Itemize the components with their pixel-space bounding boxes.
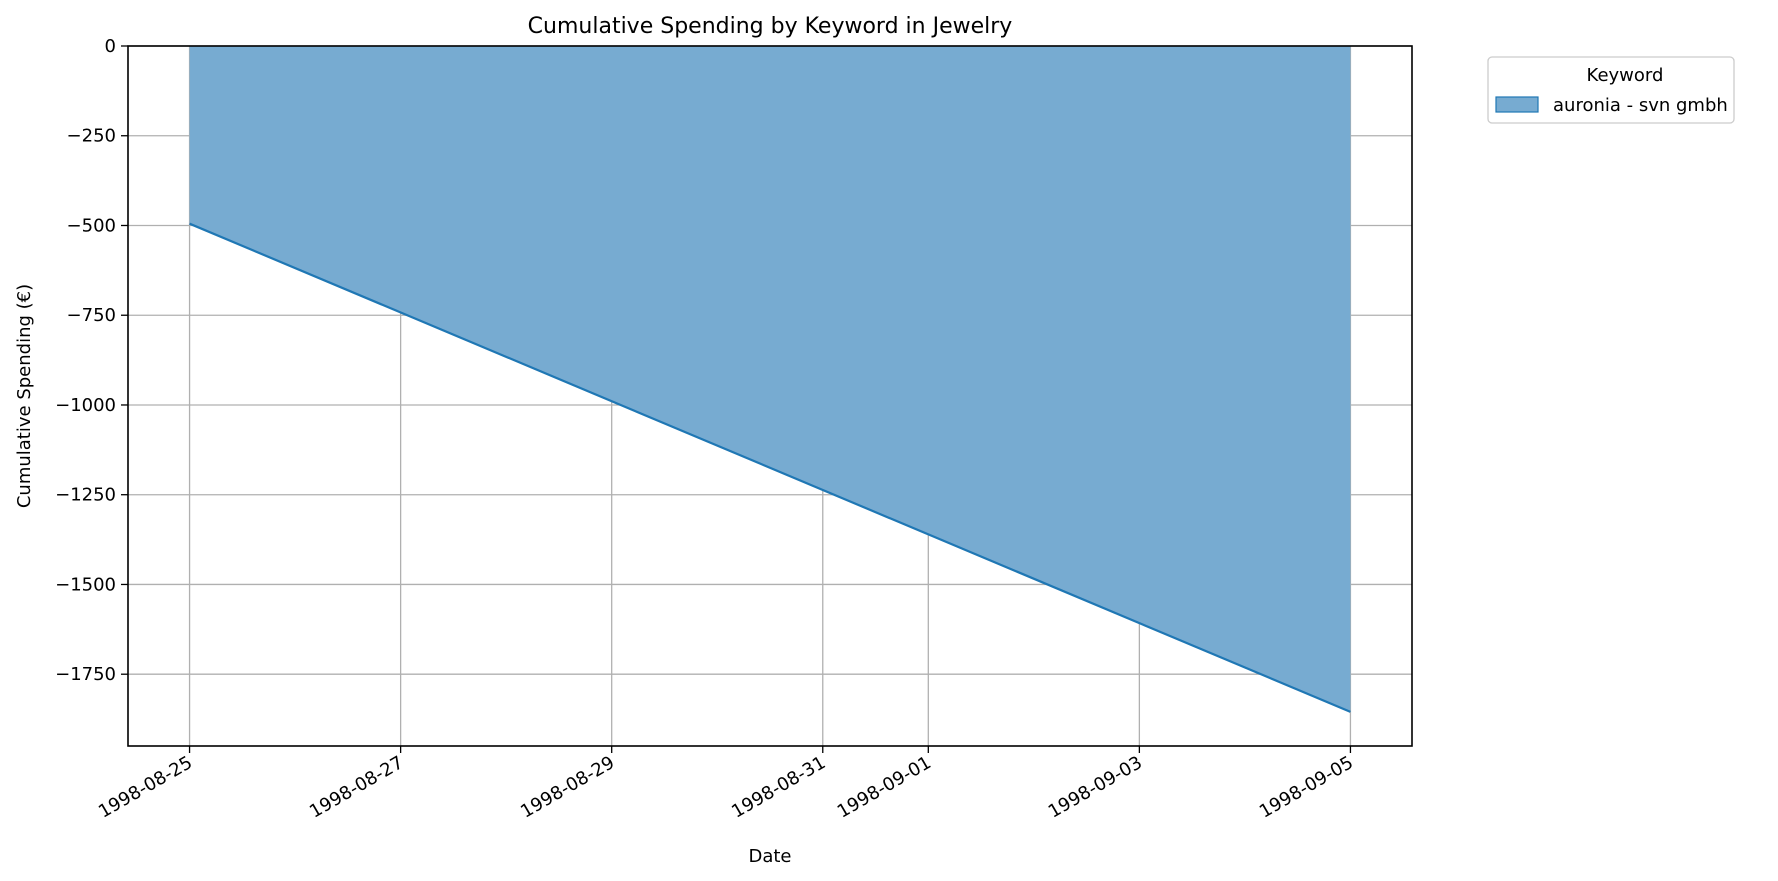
legend: Keyword auronia - svn gmbh — [1487, 56, 1735, 124]
y-axis-label: Cumulative Spending (€) — [14, 284, 35, 508]
legend-title: Keyword — [1587, 65, 1664, 86]
y-tick-label: −1500 — [55, 574, 116, 595]
x-tick-label: 1998-09-03 — [1045, 752, 1146, 822]
y-tick-label: −1250 — [55, 485, 116, 506]
y-tick-label: −250 — [67, 126, 116, 147]
x-tick-label: 1998-09-05 — [1256, 752, 1357, 822]
legend-entry-label: auronia - svn gmbh — [1553, 95, 1728, 116]
x-tick-label: 1998-09-01 — [834, 752, 935, 822]
x-axis-label: Date — [748, 846, 791, 867]
y-axis: 0 −250 −500 −750 −1000 −1250 −1500 −1750 — [55, 36, 128, 685]
x-tick-label: 1998-08-29 — [517, 752, 618, 822]
x-axis: 1998-08-25 1998-08-27 1998-08-29 1998-08-31… — [95, 746, 1357, 823]
y-tick-label: −1000 — [55, 395, 116, 416]
legend-box — [1487, 56, 1735, 124]
x-tick-label: 1998-08-31 — [728, 752, 829, 822]
series-line — [189, 222, 1351, 713]
y-tick-label: 0 — [105, 36, 116, 57]
series-layer — [189, 46, 1351, 713]
axes-frame — [127, 45, 1413, 747]
y-tick-label: −1750 — [55, 664, 116, 685]
x-tick-label: 1998-08-27 — [306, 752, 407, 822]
series-area — [189, 46, 1351, 712]
y-tick-label: −500 — [67, 215, 116, 236]
y-tick-label: −750 — [67, 305, 116, 326]
legend-swatch — [1495, 96, 1539, 113]
chart-title: Cumulative Spending by Keyword in Jewelr… — [528, 14, 1013, 39]
x-tick-label: 1998-08-25 — [95, 752, 196, 822]
